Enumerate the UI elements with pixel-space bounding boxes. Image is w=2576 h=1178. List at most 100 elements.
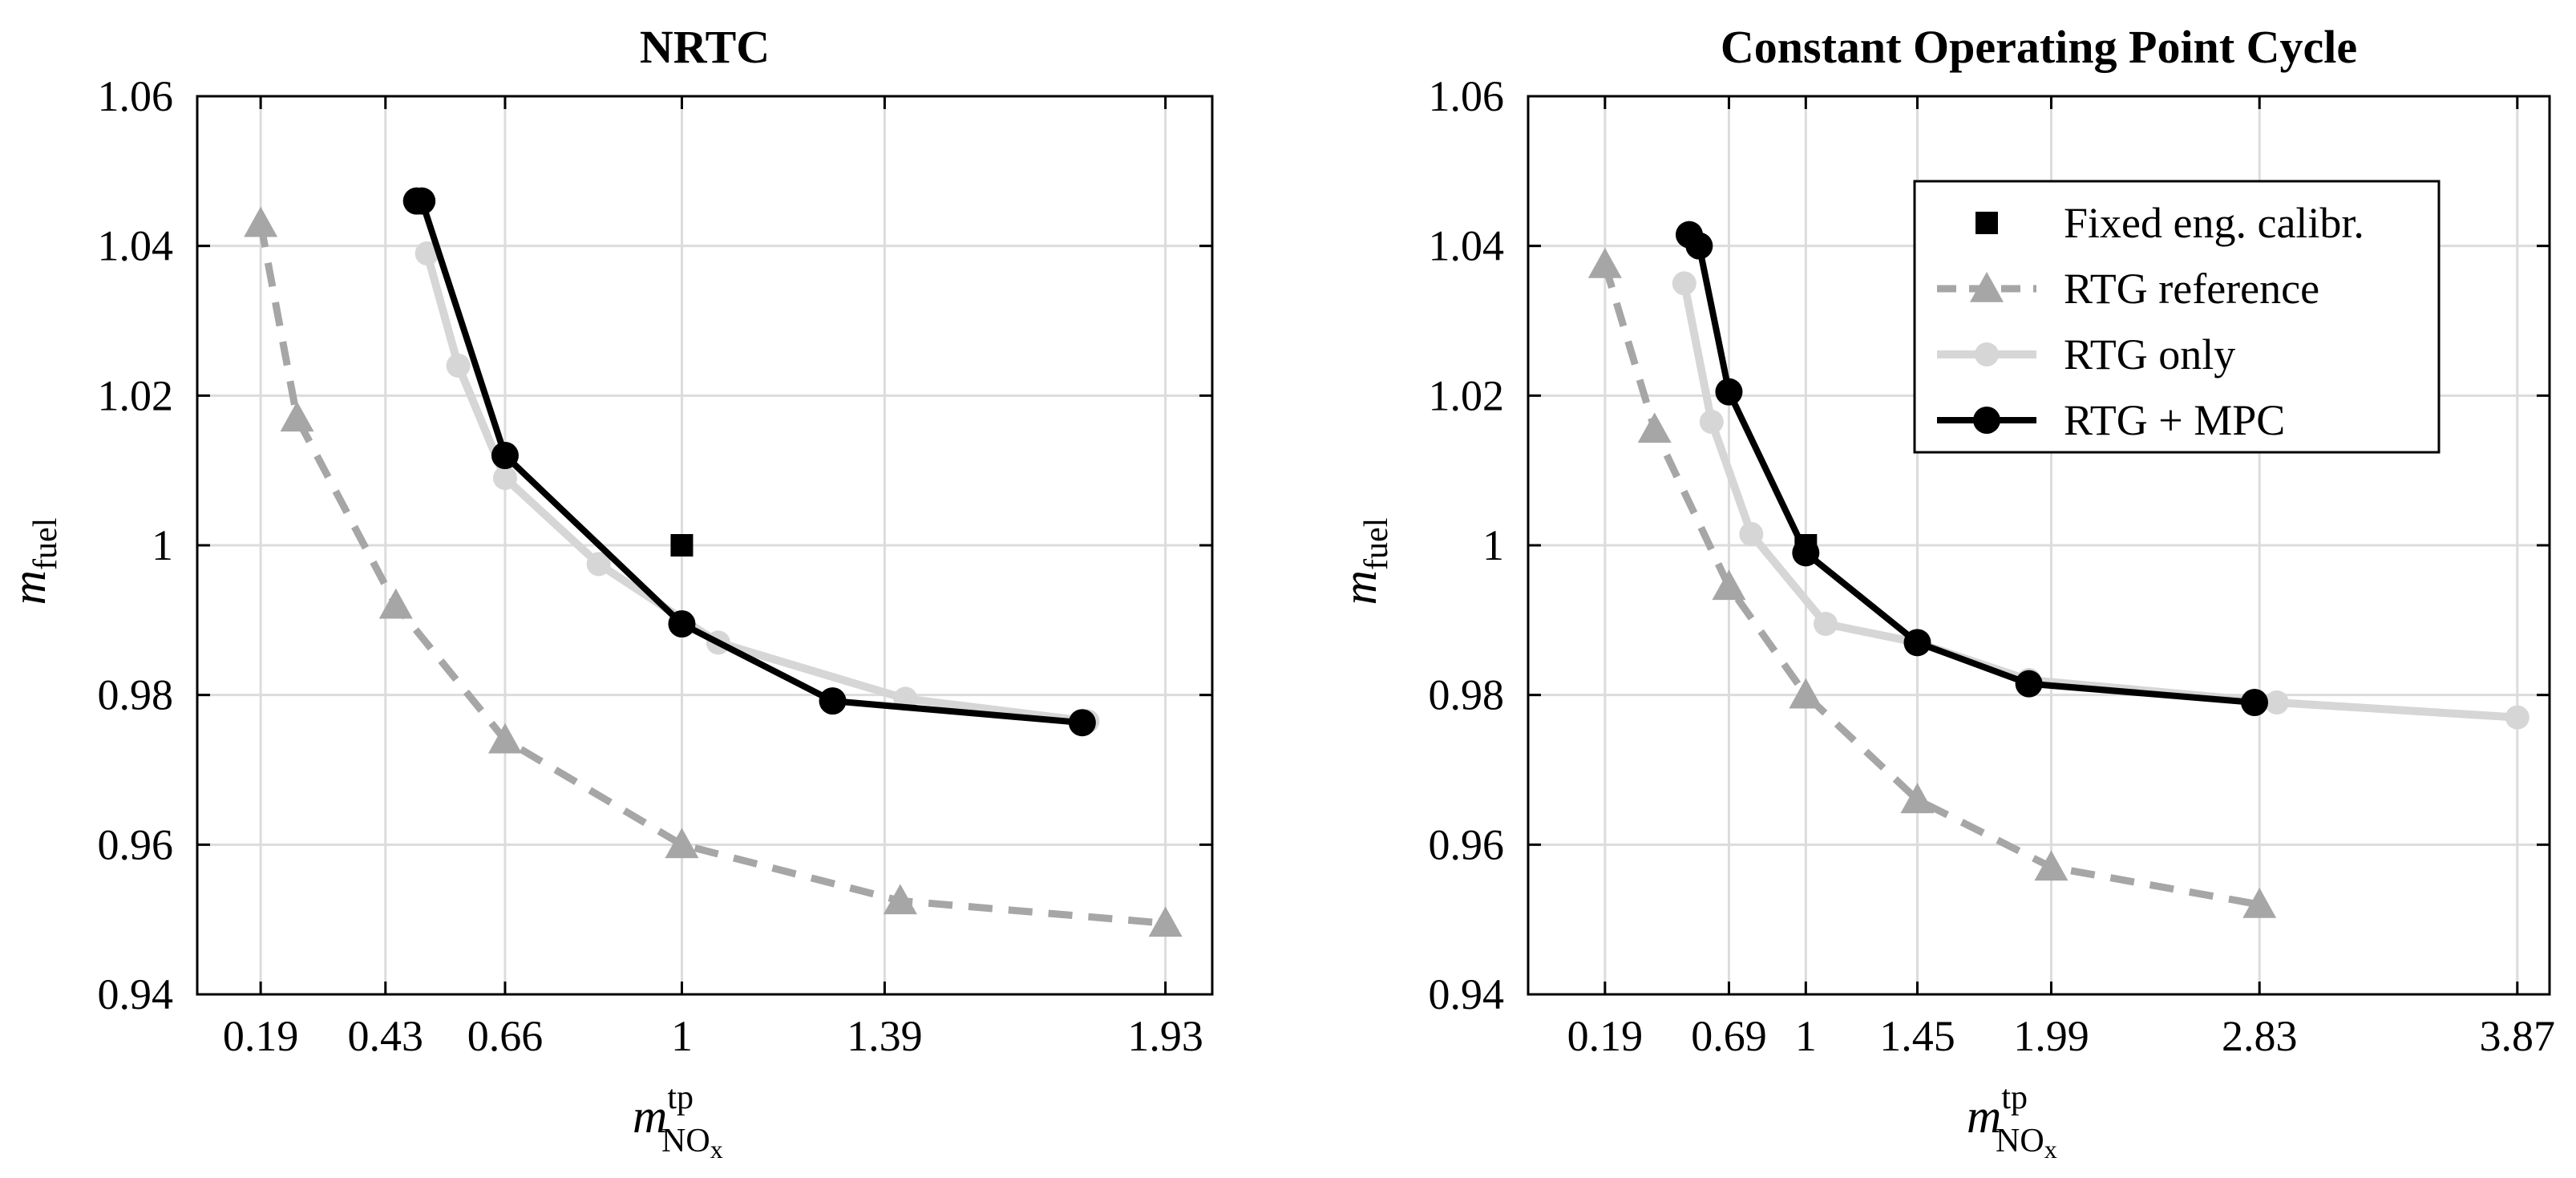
series-rtg_mpc <box>402 187 1096 737</box>
y-tick-label: 1.02 <box>1429 371 1505 419</box>
series-layer <box>1587 221 2529 918</box>
y-tick-label: 1 <box>152 521 173 569</box>
chart-title: Constant Operating Point Cycle <box>1721 21 2357 73</box>
data-point-rtg_reference <box>487 723 522 754</box>
chart-title: NRTC <box>640 21 770 73</box>
y-axis-label-symbol: m <box>1333 570 1386 605</box>
legend-entries <box>1937 212 2036 434</box>
series-fixed <box>670 534 694 557</box>
data-point-rtg_only <box>2505 705 2529 730</box>
x-axis-label-symbol: m <box>1967 1090 2001 1143</box>
chart-panel-nrtc: NRTC 0.19 0.43 0.66 1 1.39 1.93 0.94 0.96 0.98 1 1… <box>2 21 1214 1164</box>
data-point-rtg_mpc <box>668 610 696 638</box>
data-point-rtg_reference <box>1637 412 1672 443</box>
data-point-rtg_reference <box>1148 906 1183 937</box>
data-point-rtg_reference <box>1587 248 1622 278</box>
data-point-rtg_mpc <box>1685 232 1713 260</box>
x-tick-label: 0.19 <box>1567 1012 1644 1060</box>
x-tick-label: 2.83 <box>2222 1012 2298 1060</box>
data-point-rtg_reference <box>1900 783 1935 814</box>
y-tick-label: 0.96 <box>98 820 174 868</box>
x-tick-label: 1.39 <box>847 1012 923 1060</box>
data-point-rtg_reference <box>1789 678 1823 709</box>
series-rtg_reference <box>1587 248 2277 918</box>
y-axis-label-subscript: fuel <box>27 518 64 570</box>
data-point-rtg_reference <box>244 206 278 237</box>
data-point-rtg_mpc <box>1903 629 1931 657</box>
y-axis-label-subscript: fuel <box>1358 518 1395 570</box>
x-axis-label-superscript: tp <box>667 1079 694 1116</box>
y-tick-label: 1.02 <box>98 371 174 419</box>
x-tick-label: 1.45 <box>1879 1012 1955 1060</box>
data-point-rtg_only <box>492 466 517 490</box>
legend-swatch-marker-rtg_only <box>1975 342 1999 366</box>
x-tick-label: 1 <box>671 1012 693 1060</box>
x-tick-label: 0.66 <box>467 1012 544 1060</box>
y-tick-label: 0.96 <box>1429 820 1505 868</box>
data-point-rtg_reference <box>1712 569 1746 601</box>
series-line-rtg_only <box>423 252 1088 726</box>
y-axis-label-symbol: m <box>2 570 55 605</box>
data-point-rtg_reference <box>280 401 314 432</box>
x-tick-label: 0.43 <box>348 1012 424 1060</box>
data-point-rtg_mpc <box>491 442 519 469</box>
x-axis-label: mtp NOx <box>1967 1079 2057 1164</box>
data-point-rtg_only <box>586 552 611 577</box>
legend-swatch-marker-fixed <box>1975 212 1998 234</box>
data-point-rtg_mpc <box>1068 709 1096 737</box>
data-point-rtg_mpc <box>819 687 847 715</box>
y-axis-label: mfuel <box>2 518 64 605</box>
data-point-rtg_reference <box>883 884 917 915</box>
data-point-rtg_reference <box>2242 888 2277 918</box>
y-tick-label: 0.98 <box>98 671 174 719</box>
data-point-rtg_mpc <box>2241 689 2269 716</box>
x-tick-label: 0.69 <box>1691 1012 1767 1060</box>
data-point-rtg_only <box>2264 690 2289 714</box>
x-axis-label-superscript: tp <box>2001 1079 2028 1116</box>
x-tick-label: 1 <box>1795 1012 1817 1060</box>
tick-labels: 0.19 0.43 0.66 1 1.39 1.93 0.94 0.96 0.98 1 1.02 1.… <box>98 72 1212 1060</box>
legend-label-rtg-reference: RTG reference <box>2064 265 2319 313</box>
series-fixed <box>1794 534 1818 557</box>
x-tick-label: 3.87 <box>2480 1012 2556 1060</box>
y-tick-label: 0.94 <box>98 970 174 1018</box>
data-point-rtg_mpc <box>1715 378 1743 406</box>
x-axis-label-subsubscript: x <box>2044 1135 2057 1164</box>
data-point-rtg_only <box>415 241 439 265</box>
legend-label-fixed: Fixed eng. calibr. <box>2064 199 2364 247</box>
y-tick-label: 1.06 <box>98 72 174 120</box>
x-tick-label: 1.93 <box>1127 1012 1203 1060</box>
x-axis-label: mtp NOx <box>633 1079 723 1164</box>
legend-label-rtg-mpc: RTG + MPC <box>2064 396 2285 444</box>
data-point-fixed <box>1794 534 1818 557</box>
data-point-fixed <box>670 534 694 557</box>
y-tick-label: 1 <box>1482 521 1504 569</box>
y-tick-label: 1.06 <box>1429 72 1505 120</box>
data-point-rtg_reference <box>2034 850 2068 881</box>
y-axis-label: mfuel <box>1333 518 1395 605</box>
grid <box>197 95 1212 996</box>
data-point-rtg_only <box>1699 410 1724 434</box>
legend: Fixed eng. calibr. RTG reference RTG onl… <box>1913 180 2441 454</box>
y-tick-label: 0.94 <box>1429 970 1505 1018</box>
legend-swatch-marker-rtg_reference <box>1970 272 2004 302</box>
chart-panel-constant-operating-point: Constant Operating Point Cycle 0.19 0.69 1… <box>1333 21 2555 1164</box>
x-axis-label-subscript: NO <box>661 1123 710 1160</box>
series-layer <box>244 187 1183 937</box>
legend-label-rtg-only: RTG only <box>2064 330 2235 378</box>
y-tick-label: 1.04 <box>98 222 174 270</box>
x-axis-label-subsubscript: x <box>710 1135 723 1164</box>
data-point-rtg_only <box>446 354 471 378</box>
x-axis-label-subscript: NO <box>1996 1123 2044 1160</box>
data-point-rtg_only <box>1672 271 1696 296</box>
data-point-rtg_only <box>1739 522 1764 546</box>
x-tick-label: 1.99 <box>2013 1012 2089 1060</box>
x-tick-label: 0.19 <box>223 1012 299 1060</box>
legend-box <box>1913 180 2441 454</box>
tick-labels: 0.19 0.69 1 1.45 1.99 2.83 3.87 0.94 0.96 0.98 1 1.… <box>1429 72 2556 1060</box>
series-line-rtg_reference <box>257 222 1167 927</box>
y-tick-label: 0.98 <box>1429 671 1505 719</box>
data-point-rtg_mpc <box>408 187 436 215</box>
legend-swatch-marker-rtg_mpc <box>1973 407 2000 434</box>
